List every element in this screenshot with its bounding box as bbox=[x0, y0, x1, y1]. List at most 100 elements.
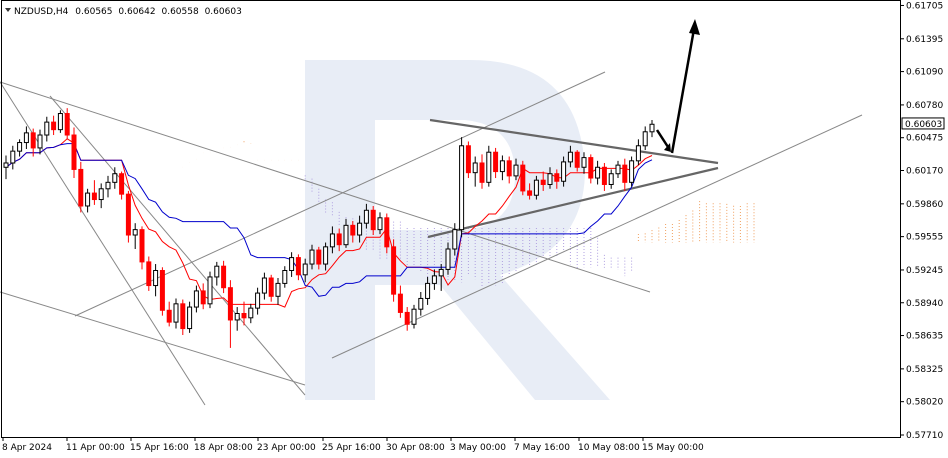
candle-body bbox=[207, 276, 213, 305]
candle-body bbox=[119, 173, 125, 195]
candle-body bbox=[112, 173, 118, 183]
candle bbox=[119, 171, 125, 200]
candle-body bbox=[608, 173, 614, 185]
candle-body bbox=[574, 151, 580, 168]
candle bbox=[112, 167, 118, 189]
candle-body bbox=[533, 179, 539, 196]
candle bbox=[166, 301, 172, 327]
candle bbox=[64, 108, 70, 140]
candle bbox=[384, 213, 390, 254]
candle-body bbox=[425, 282, 431, 299]
candle bbox=[17, 139, 23, 157]
candle bbox=[445, 242, 451, 275]
candle bbox=[323, 242, 329, 271]
candle bbox=[289, 252, 295, 277]
candle bbox=[187, 301, 193, 333]
trend-line bbox=[49, 95, 306, 396]
candle-body bbox=[438, 268, 444, 277]
price-tick-label: 0.60170 bbox=[906, 167, 943, 177]
candle-body bbox=[595, 166, 601, 179]
candle-body bbox=[139, 229, 145, 263]
candle bbox=[608, 169, 614, 189]
candle-body bbox=[295, 257, 301, 276]
candle-body bbox=[459, 145, 465, 231]
candle bbox=[391, 239, 397, 302]
candle-body bbox=[472, 162, 478, 174]
candle bbox=[465, 141, 471, 179]
candle-body bbox=[17, 142, 23, 152]
time-tick-label: 3 May 00:00 bbox=[450, 443, 506, 453]
last-price-label: 0.60603 bbox=[905, 120, 942, 130]
candle-body bbox=[85, 192, 91, 207]
candle-body bbox=[214, 265, 220, 278]
candle-body bbox=[384, 217, 390, 248]
candle bbox=[622, 158, 628, 191]
candle bbox=[309, 244, 315, 270]
candle bbox=[200, 283, 206, 310]
candle bbox=[234, 307, 240, 331]
candle bbox=[574, 150, 580, 172]
time-axis[interactable]: 8 Apr 2024 11 Apr 00:00 15 Apr 16:00 18 Apr… bbox=[2, 437, 704, 453]
candle bbox=[153, 264, 159, 297]
time-tick-label: 15 Apr 16:00 bbox=[130, 443, 189, 453]
candle bbox=[23, 126, 29, 149]
price-tick-label: 0.58020 bbox=[906, 398, 943, 408]
candle-body bbox=[629, 160, 635, 183]
candle bbox=[159, 267, 165, 316]
price-tick-label: 0.58940 bbox=[906, 299, 943, 309]
candle-body bbox=[520, 164, 526, 192]
candle-body bbox=[445, 248, 451, 270]
candle bbox=[649, 119, 655, 138]
price-tick-label: 0.59860 bbox=[906, 200, 943, 210]
candle-body bbox=[180, 303, 186, 330]
candle-body bbox=[329, 233, 335, 248]
candle bbox=[139, 226, 145, 270]
price-axis[interactable]: 0.61705 0.61395 0.61090 0.60780 0.60475 0.601… bbox=[900, 1, 943, 441]
arrow-head-icon bbox=[664, 143, 671, 152]
candle-body bbox=[261, 277, 267, 294]
symbol-label: NZDUSD,H4 bbox=[14, 7, 69, 17]
candle bbox=[554, 169, 560, 189]
candle bbox=[261, 272, 267, 300]
candle-body bbox=[30, 132, 36, 149]
symbol-header: NZDUSD,H4 0.60565 0.60642 0.60558 0.6060… bbox=[5, 7, 242, 17]
price-tick-label: 0.61090 bbox=[906, 68, 943, 78]
candle bbox=[588, 154, 594, 184]
candle-body bbox=[302, 263, 308, 276]
candle bbox=[180, 299, 186, 336]
dropdown-triangle-icon[interactable] bbox=[5, 8, 11, 12]
candle bbox=[425, 276, 431, 305]
candle bbox=[506, 156, 512, 184]
candle-body bbox=[146, 261, 152, 287]
candle-body bbox=[642, 131, 648, 147]
forecast-arrow-up bbox=[670, 28, 696, 154]
forecast-arrow-down bbox=[655, 129, 670, 148]
candle-body bbox=[649, 123, 655, 133]
candle-body bbox=[486, 151, 492, 183]
candle bbox=[615, 160, 621, 179]
candle bbox=[336, 228, 342, 252]
time-tick-label: 11 Apr 00:00 bbox=[66, 443, 125, 453]
candle-body bbox=[588, 157, 594, 179]
candle bbox=[91, 180, 97, 205]
candle bbox=[343, 218, 349, 248]
candle bbox=[561, 156, 567, 187]
candle-body bbox=[187, 306, 193, 330]
candle bbox=[635, 139, 641, 166]
high-value: 0.60642 bbox=[118, 7, 155, 17]
ichimoku-lines bbox=[5, 138, 653, 308]
candle bbox=[533, 175, 539, 200]
candle-body bbox=[105, 181, 111, 190]
candle-body bbox=[479, 162, 485, 183]
candle-body bbox=[411, 308, 417, 325]
candle bbox=[527, 183, 533, 200]
candle-body bbox=[37, 134, 43, 149]
candle-body bbox=[227, 287, 233, 321]
candle-body bbox=[173, 303, 179, 323]
candle bbox=[295, 254, 301, 281]
candle bbox=[316, 246, 322, 270]
candle bbox=[357, 215, 363, 243]
candle bbox=[370, 205, 376, 236]
candle bbox=[397, 285, 403, 318]
